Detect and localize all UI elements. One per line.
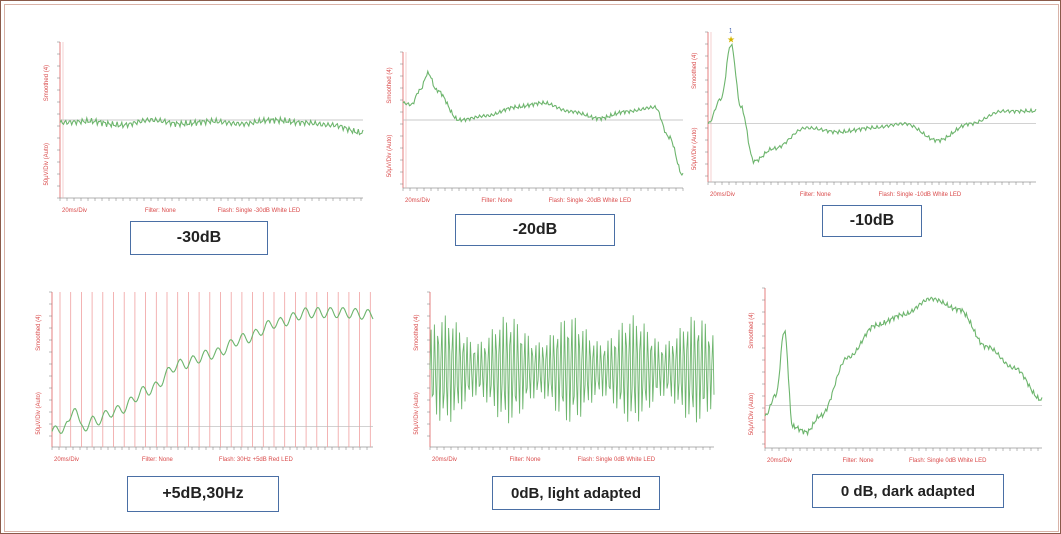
y-label-smoothed: Smoothed (4)	[414, 315, 420, 351]
y-label-scale: 50μV/Div (Auto)	[749, 393, 755, 435]
erg-plot: Smoothed (4) 50μV/Div (Auto) 20ms/Div Filte…	[387, 51, 684, 204]
filter-label: Filter: None	[142, 457, 174, 463]
y-label-smoothed: Smoothed (4)	[36, 315, 42, 351]
panel-caption: -20dB	[455, 214, 615, 246]
erg-panel-6: Smoothed (4) 50μV/Div (Auto) 20ms/Div Filte…	[740, 283, 1045, 473]
x-scale-label: 20ms/Div	[54, 457, 79, 463]
y-label-smoothed: Smoothed (4)	[692, 53, 698, 89]
y-label-smoothed: Smoothed (4)	[44, 65, 50, 101]
erg-trace	[51, 306, 374, 435]
erg-plot: Smoothed (4) 50μV/Div (Auto) 20ms/Div Filte…	[36, 291, 374, 463]
x-scale-label: 20ms/Div	[767, 458, 792, 464]
figure-inner	[4, 4, 1059, 532]
erg-plot: ★1 Smoothed (4) 50μV/Div (Auto) 20ms/Div Fil…	[692, 29, 1037, 198]
panel-caption: -30dB	[130, 221, 268, 255]
erg-plot: Smoothed (4) 50μV/Div (Auto) 20ms/Div Filte…	[44, 41, 364, 214]
flash-label: Flash: Single -20dB White LED	[549, 198, 632, 204]
filter-label: Filter: None	[145, 208, 177, 214]
panel-caption: 0dB, light adapted	[492, 476, 660, 510]
flash-label: Flash: 30Hz +5dB Red LED	[219, 457, 294, 463]
x-scale-label: 20ms/Div	[405, 198, 430, 204]
erg-panel-3: ★ 1 Smoothed (4) 50μV/Div (Auto) 20ms/Div Fil…	[686, 22, 1041, 212]
erg-panel-5: Smoothed (4) 50μV/Div (Auto) 20ms/Div Filte…	[402, 287, 717, 477]
filter-label: Filter: None	[481, 198, 513, 204]
flash-label: Flash: Single 0dB White LED	[909, 458, 987, 464]
filter-label: Filter: None	[843, 458, 875, 464]
y-label-scale: 50μV/Div (Auto)	[36, 392, 42, 434]
erg-trace	[402, 69, 684, 177]
erg-panel-4: Smoothed (4) 50μV/Div (Auto) 20ms/Div Filte…	[36, 287, 378, 477]
y-label-smoothed: Smoothed (4)	[387, 67, 393, 103]
flash-label: Flash: Single -10dB White LED	[879, 192, 962, 198]
y-label-scale: 50μV/Div (Auto)	[387, 135, 393, 177]
erg-panel-1: Smoothed (4) 50μV/Div (Auto) 20ms/Div Filte…	[38, 36, 368, 236]
flash-label: Flash: Single 0dB White LED	[578, 457, 656, 463]
y-label-scale: 50μV/Div (Auto)	[692, 128, 698, 170]
x-scale-label: 20ms/Div	[62, 208, 87, 214]
erg-panel-2: Smoothed (4) 50μV/Div (Auto) 20ms/Div Filte…	[373, 50, 688, 220]
erg-trace	[59, 115, 364, 136]
x-scale-label: 20ms/Div	[432, 457, 457, 463]
x-scale-label: 20ms/Div	[710, 192, 735, 198]
peak-marker: ★	[727, 35, 735, 45]
y-label-scale: 50μV/Div (Auto)	[44, 143, 50, 185]
erg-trace	[429, 315, 715, 424]
erg-trace	[764, 296, 1043, 437]
erg-plot: Smoothed (4) 50μV/Div (Auto) 20ms/Div Filte…	[749, 287, 1043, 464]
y-label-scale: 50μV/Div (Auto)	[414, 392, 420, 434]
panel-caption: +5dB,30Hz	[127, 476, 279, 512]
flash-label: Flash: Single -30dB White LED	[218, 208, 301, 214]
peak-marker-label: 1	[729, 29, 733, 35]
erg-trace	[707, 42, 1037, 166]
panel-caption: -10dB	[822, 205, 922, 237]
filter-label: Filter: None	[800, 192, 832, 198]
panel-caption: 0 dB, dark adapted	[812, 474, 1004, 508]
y-label-smoothed: Smoothed (4)	[749, 312, 755, 348]
filter-label: Filter: None	[510, 457, 542, 463]
erg-plot: Smoothed (4) 50μV/Div (Auto) 20ms/Div Filte…	[414, 291, 715, 463]
